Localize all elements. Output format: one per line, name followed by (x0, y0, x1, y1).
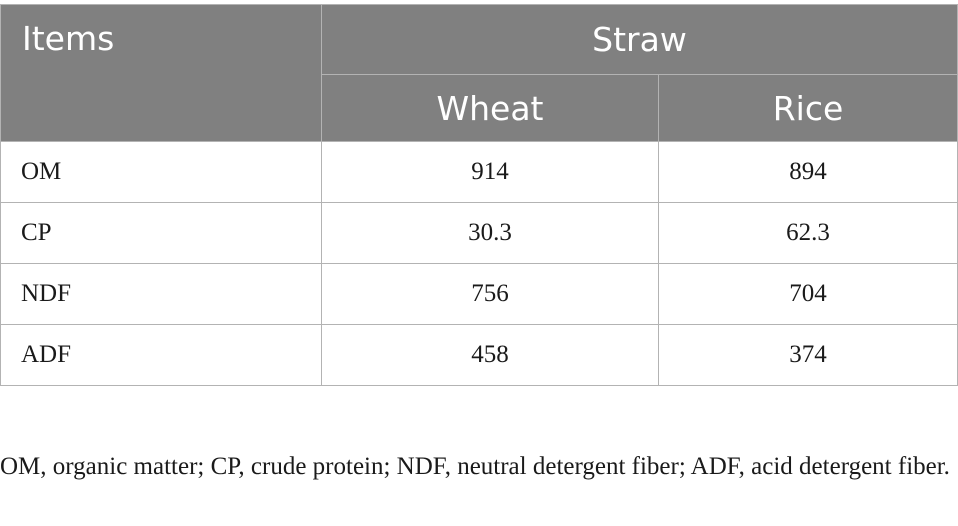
straw-composition-table: Items Straw Wheat Rice OM 914 894 CP 30.… (0, 4, 958, 386)
table-row: NDF 756 704 (0, 263, 958, 325)
rice-value: 704 (657, 263, 958, 325)
wheat-column-header: Wheat (321, 74, 659, 142)
rice-value: 62.3 (657, 202, 958, 264)
wheat-value: 914 (321, 141, 659, 203)
row-label: CP (0, 202, 322, 264)
rice-value: 374 (657, 324, 958, 386)
table-body: OM 914 894 CP 30.3 62.3 NDF 756 704 ADF … (0, 141, 958, 386)
row-label: ADF (0, 324, 322, 386)
row-label: NDF (0, 263, 322, 325)
header-row-columns: Wheat Rice (1, 74, 958, 142)
items-column-header: Items (0, 4, 322, 142)
straw-group-header: Straw (320, 4, 958, 75)
wheat-value: 756 (321, 263, 659, 325)
table-header: Items Straw Wheat Rice (0, 4, 958, 142)
wheat-value: 30.3 (321, 202, 659, 264)
table-row: CP 30.3 62.3 (0, 202, 958, 264)
table-row: OM 914 894 (0, 141, 958, 203)
wheat-value: 458 (321, 324, 659, 386)
rice-value: 894 (657, 141, 958, 203)
table-footnote: OM, organic matter; CP, crude protein; N… (0, 453, 950, 480)
row-label: OM (0, 141, 322, 203)
header-row-group: Items Straw (0, 4, 958, 142)
table-row: ADF 458 374 (0, 324, 958, 386)
rice-column-header: Rice (657, 74, 958, 142)
